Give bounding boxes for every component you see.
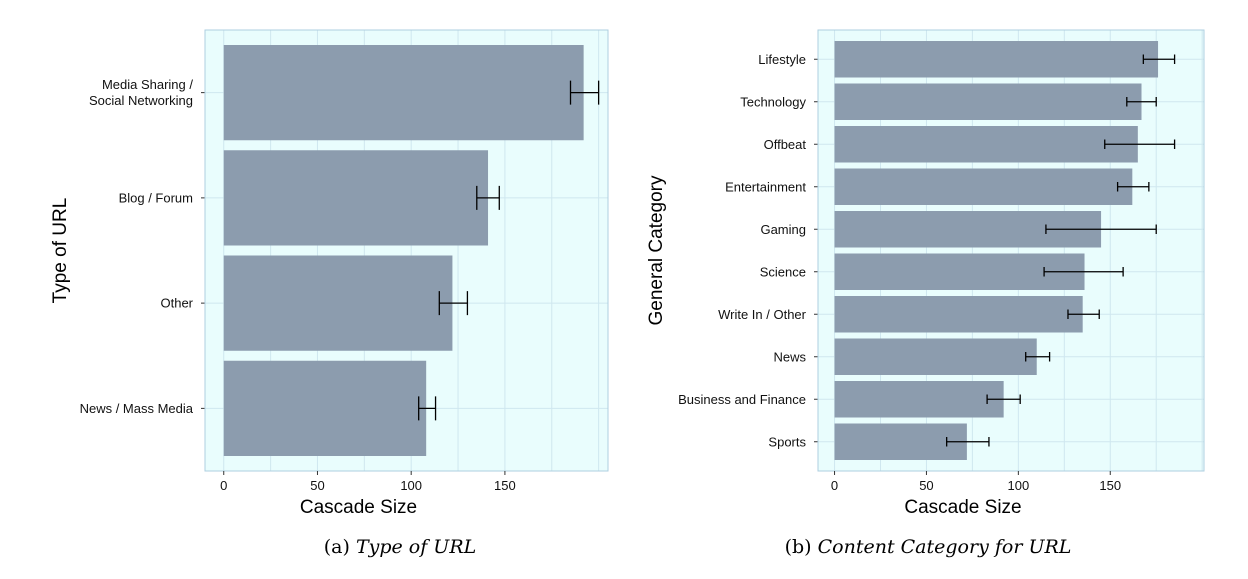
y-tick-label-b-3: Entertainment (725, 179, 806, 194)
y-tick-label-b-1: Technology (740, 94, 806, 109)
x-tick-label-b-1: 50 (919, 478, 933, 493)
error-bar-b-8 (986, 394, 1021, 404)
bar-b-8 (834, 381, 1004, 418)
y-tick-label-a-0: Media Sharing / Social Networking (89, 77, 193, 108)
y-axis-title-a: Type of URL (50, 198, 71, 304)
caption-b: (b) Content Category for URL (785, 536, 1072, 558)
error-bar-a-3 (418, 396, 437, 421)
error-bar-b-3 (1116, 182, 1150, 192)
bar-b-7 (834, 338, 1037, 375)
y-axis-title-b: General Category (646, 175, 667, 325)
plot-border-a (204, 29, 609, 472)
bar-a-3 (223, 360, 427, 456)
x-tick-label-a-2: 100 (400, 478, 422, 493)
error-bar-b-7 (1025, 352, 1051, 362)
bar-b-5 (834, 253, 1085, 290)
error-bar-a-2 (438, 291, 469, 316)
chart-type-of-url: Media Sharing / Social Networking Blog / F… (50, 29, 609, 558)
x-tick-label-a-3: 150 (494, 478, 516, 493)
error-bar-b-9 (946, 437, 990, 447)
bar-b-3 (834, 168, 1133, 205)
bar-b-2 (834, 126, 1138, 163)
x-axis-title-a: Cascade Size (300, 497, 417, 518)
y-tick-label-a-3: News / Mass Media (80, 401, 194, 416)
error-bar-a-0 (569, 80, 600, 105)
bar-a-1 (223, 150, 489, 246)
plot-border-b (817, 29, 1205, 472)
y-tick-label-b-8: Business and Finance (678, 392, 806, 407)
chart-content-category: Lifestyle Technology Offbeat Entertainment G… (646, 29, 1205, 558)
error-bar-b-1 (1126, 97, 1157, 107)
y-tick-label-b-0: Lifestyle (758, 52, 806, 67)
bar-b-0 (834, 41, 1159, 78)
y-tick-label-b-4: Gaming (760, 222, 806, 237)
error-bar-b-2 (1104, 139, 1176, 149)
y-tick-label-b-9: Sports (768, 434, 806, 449)
y-tick-label-a-1: Blog / Forum (119, 190, 193, 205)
x-tick-label-b-2: 100 (1008, 478, 1030, 493)
error-bar-b-5 (1043, 267, 1124, 277)
x-tick-label-b-0: 0 (831, 478, 838, 493)
x-axis-title-b: Cascade Size (904, 497, 1021, 518)
error-bar-b-6 (1067, 309, 1100, 319)
y-tick-label-b-6: Write In / Other (718, 307, 807, 322)
error-bar-a-1 (476, 185, 500, 210)
bar-b-1 (834, 83, 1142, 120)
bar-a-2 (223, 255, 453, 351)
bar-b-6 (834, 296, 1083, 333)
y-tick-label-b-5: Science (760, 264, 806, 279)
y-tick-label-a-2: Other (160, 296, 193, 311)
bar-a-0 (223, 45, 584, 141)
error-bar-b-0 (1142, 54, 1176, 64)
caption-a: (a) Type of URL (324, 536, 477, 558)
x-tick-label-b-3: 150 (1099, 478, 1121, 493)
y-tick-label-b-7: News (773, 349, 806, 364)
x-tick-label-a-1: 50 (310, 478, 324, 493)
x-tick-label-a-0: 0 (220, 478, 227, 493)
error-bar-b-4 (1045, 224, 1157, 234)
y-tick-label-b-2: Offbeat (764, 137, 807, 152)
bar-b-9 (834, 423, 967, 460)
